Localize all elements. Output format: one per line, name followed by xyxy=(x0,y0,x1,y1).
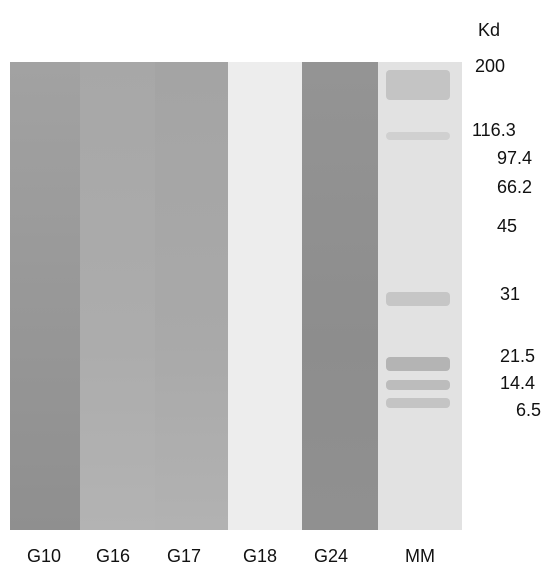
lane-label: MM xyxy=(405,546,435,566)
marker-label: 14.4 xyxy=(500,373,536,393)
marker-band xyxy=(386,380,450,390)
lane-mm xyxy=(378,62,462,530)
lane-g17 xyxy=(155,62,228,530)
lane-label: G17 xyxy=(167,546,202,566)
marker-label: 116.3 xyxy=(472,120,516,140)
lane-g18 xyxy=(228,62,302,530)
marker-label: 31 xyxy=(500,284,521,304)
lane-g16 xyxy=(80,62,155,530)
marker-unit: Kd xyxy=(478,20,501,40)
marker-band xyxy=(386,132,450,140)
marker-label: 200 xyxy=(475,56,506,76)
marker-label: 66.2 xyxy=(497,177,533,197)
marker-label: 97.4 xyxy=(497,148,533,168)
marker-label: 21.5 xyxy=(500,346,536,366)
marker-band xyxy=(386,398,450,408)
lane-label: G10 xyxy=(27,546,62,566)
marker-label: 45 xyxy=(497,216,518,236)
marker-band xyxy=(386,292,450,306)
lane-g10 xyxy=(10,62,80,530)
lane-label: G24 xyxy=(314,546,349,566)
marker-band xyxy=(386,357,450,371)
lane-g24 xyxy=(302,62,378,530)
lane-label: G18 xyxy=(243,546,278,566)
marker-band xyxy=(386,70,450,100)
marker-label: 6.5 xyxy=(516,400,542,420)
lane-label: G16 xyxy=(96,546,131,566)
